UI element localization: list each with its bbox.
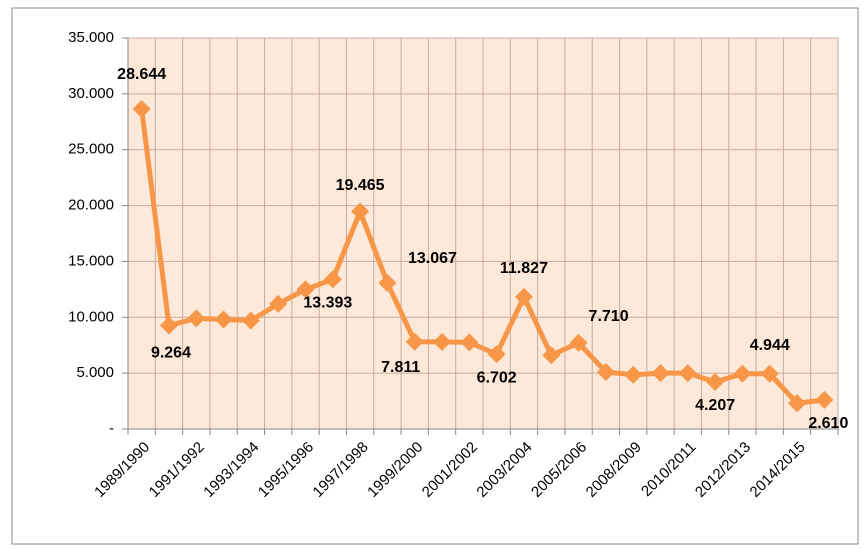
value-label: 9.264: [151, 345, 191, 362]
y-tick-label: 15.000: [68, 252, 114, 269]
y-tick-label: 10.000: [68, 308, 114, 325]
y-tick-label: 30.000: [68, 85, 114, 102]
marker: [487, 345, 506, 364]
marker: [733, 364, 752, 383]
marker: [132, 100, 151, 119]
marker: [351, 202, 370, 221]
value-label: 7.811: [381, 359, 420, 376]
marker: [760, 364, 779, 383]
marker: [378, 274, 397, 293]
marker: [214, 310, 233, 329]
value-label: 2.610: [808, 415, 848, 432]
marker: [323, 270, 342, 289]
marker: [187, 309, 206, 328]
marker: [706, 373, 725, 392]
value-label: 19.465: [336, 177, 385, 194]
y-tick-label: 25.000: [68, 141, 114, 158]
y-tick-label: 35.000: [68, 29, 114, 46]
marker: [514, 287, 533, 306]
marker: [296, 280, 315, 299]
marker: [678, 364, 697, 383]
value-label: 11.827: [500, 260, 548, 277]
y-tick-label: 20.000: [68, 197, 114, 214]
marker: [159, 316, 178, 335]
value-label: 13.393: [303, 295, 352, 312]
value-label: 4.944: [750, 337, 790, 354]
marker: [269, 294, 288, 313]
y-tick-label: 5.000: [76, 364, 114, 381]
y-tick-label: -: [109, 420, 114, 437]
marker: [405, 332, 424, 351]
marker: [651, 364, 670, 383]
value-label: 13.067: [408, 250, 457, 267]
marker: [624, 365, 643, 384]
value-label: 7.710: [589, 308, 629, 325]
value-label: 6.702: [477, 369, 517, 386]
marker: [596, 363, 615, 382]
marker: [569, 333, 588, 352]
marker: [241, 311, 260, 330]
marker: [788, 394, 807, 413]
value-label: 4.207: [695, 397, 735, 414]
marker: [542, 346, 561, 365]
value-label: 28.644: [117, 66, 166, 83]
marker: [433, 332, 452, 351]
marker: [460, 333, 479, 352]
marker: [815, 390, 834, 409]
